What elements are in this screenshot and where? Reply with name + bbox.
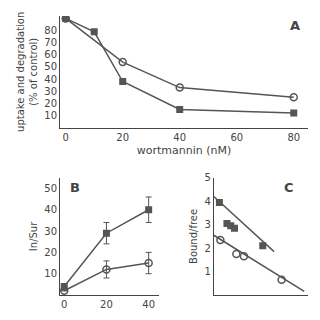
svg-text:1: 1: [204, 266, 210, 277]
svg-text:80: 80: [44, 25, 57, 36]
svg-text:5: 5: [204, 172, 210, 183]
svg-text:80: 80: [287, 132, 300, 143]
svg-text:A: A: [290, 18, 300, 33]
svg-text:uptake and degradation(% of co: uptake and degradation(% of control): [15, 12, 39, 132]
svg-text:wortmannin (nM): wortmannin (nM): [137, 144, 232, 157]
svg-text:3: 3: [204, 219, 210, 230]
svg-text:40: 40: [44, 74, 57, 85]
svg-text:40: 40: [44, 204, 57, 215]
svg-text:In/Sur: In/Sur: [28, 221, 39, 251]
svg-text:20: 20: [44, 247, 57, 258]
svg-text:4: 4: [204, 196, 210, 207]
svg-text:20: 20: [44, 98, 57, 109]
svg-text:10: 10: [44, 110, 57, 121]
svg-text:30: 30: [44, 226, 57, 237]
svg-text:20: 20: [116, 132, 129, 143]
svg-text:40: 40: [142, 299, 155, 310]
svg-text:70: 70: [44, 37, 57, 48]
svg-text:30: 30: [44, 86, 57, 97]
svg-text:10: 10: [44, 268, 57, 279]
svg-text:B: B: [70, 180, 80, 195]
svg-text:Bound/free: Bound/free: [188, 209, 199, 264]
svg-text:0: 0: [61, 299, 67, 310]
svg-text:50: 50: [44, 61, 57, 72]
svg-text:60: 60: [230, 132, 243, 143]
svg-text:2: 2: [204, 243, 210, 254]
svg-text:60: 60: [44, 49, 57, 60]
svg-text:40: 40: [173, 132, 186, 143]
svg-text:0: 0: [63, 132, 69, 143]
svg-text:20: 20: [100, 299, 113, 310]
svg-text:50: 50: [44, 183, 57, 194]
svg-text:C: C: [284, 180, 294, 195]
